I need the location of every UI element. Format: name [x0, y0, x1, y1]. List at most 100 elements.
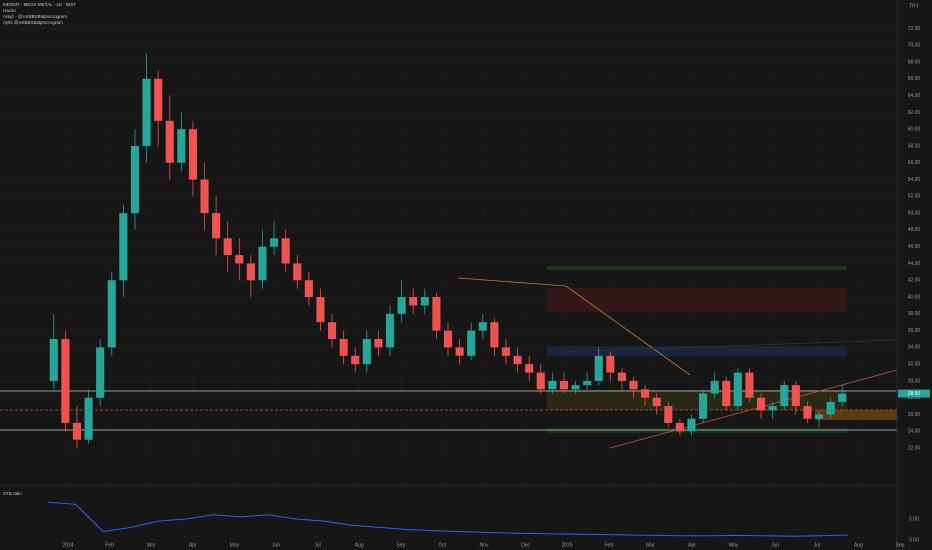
candle-body [710, 380, 719, 394]
y-tick-label: 34.00 [908, 345, 921, 351]
candle-body [409, 297, 418, 306]
candle-body [594, 355, 603, 381]
pane-title: STB ratio [3, 491, 22, 496]
symbol-title: MEGMT · MEGA METAL · 1D · BIST [3, 2, 76, 7]
candle-body [814, 414, 824, 419]
candle-body [223, 238, 232, 256]
trend-line [609, 369, 898, 449]
y-tick-label: 70.00 [908, 43, 921, 49]
candle-body [548, 380, 557, 390]
candle-body [455, 347, 464, 356]
zone [547, 390, 847, 410]
candle-body [119, 213, 128, 281]
candle-body [130, 146, 140, 214]
zone [547, 346, 847, 356]
y-tick-label: 44.00 [908, 261, 921, 267]
candle-body [374, 338, 383, 348]
candle-body [212, 213, 221, 239]
y-tick-label: 26.00 [908, 412, 921, 418]
y-tick-label: 40.00 [908, 294, 921, 300]
candle-body [838, 393, 847, 402]
candle-body [293, 263, 302, 281]
indicator-line [47, 501, 849, 537]
candle-body [826, 401, 835, 415]
candle-body [339, 338, 348, 356]
y-tick-label: 48.00 [908, 227, 921, 233]
y-tick-label: 54.00 [908, 177, 921, 183]
candle-body [687, 418, 696, 432]
candle-body [397, 297, 406, 314]
y-tick-label: 64.00 [908, 93, 921, 99]
candle-body [443, 330, 453, 348]
candle-body [699, 393, 708, 419]
x-tick-label: Aug [854, 542, 863, 548]
candle-body [304, 280, 313, 298]
legend-line: Aylık @AKBBSBalpmcrogram [3, 20, 63, 25]
x-tick-label: Dec [521, 542, 530, 548]
x-tick-label: Oct [439, 542, 447, 548]
currency: TRY [909, 3, 920, 9]
candle-body [351, 355, 360, 365]
y-tick-label: 36.00 [908, 328, 921, 334]
candle-body [780, 385, 789, 407]
x-tick-label: 2025 [562, 542, 573, 548]
candle-body [362, 338, 371, 365]
trend-line [559, 339, 898, 353]
candle-body [432, 297, 441, 331]
y-tick-label: 0.00 [909, 537, 919, 543]
candle-body [733, 372, 742, 407]
y-tick-label: 28.00 [908, 395, 921, 401]
y-tick-label: 72.00 [908, 26, 921, 32]
candle-body [270, 238, 279, 247]
x-tick-label: Jun [272, 542, 280, 548]
candle-body [652, 397, 661, 407]
x-tick-label: Mar [147, 542, 156, 548]
legend-line: Anlyz · @AKBBSBalpmcrogram [3, 14, 67, 19]
candle-body [72, 422, 82, 440]
candle-body [281, 238, 290, 264]
candle-body [629, 380, 638, 390]
trend-line [457, 277, 691, 376]
candle-body [107, 280, 116, 348]
last-price-label: 28.50 [908, 391, 921, 397]
candle-body [61, 338, 70, 423]
candles [49, 53, 847, 449]
y-tick-label: 68.00 [908, 59, 921, 65]
legend-line: Hacim [3, 8, 16, 13]
y-tick-label: 46.00 [908, 244, 921, 250]
candle-body [617, 372, 626, 381]
candle-body [745, 372, 754, 398]
y-tick-label: 5.00 [909, 516, 919, 522]
x-tick-label: Apr [688, 542, 696, 548]
y-tick-label: 38.00 [908, 311, 921, 317]
candle-body [154, 78, 163, 121]
candle-body [803, 406, 812, 419]
x-tick-label: Feb [105, 542, 114, 548]
candle-body [606, 355, 615, 373]
candle-body [664, 406, 673, 423]
candle-body [791, 385, 800, 407]
candle-body [525, 364, 534, 373]
candle-body [328, 322, 337, 339]
zone [547, 266, 847, 270]
candle-body [420, 297, 429, 306]
candle-body [641, 389, 650, 398]
last-price-box [898, 389, 930, 398]
candle-body [96, 347, 105, 398]
y-tick-label: 66.00 [908, 76, 921, 82]
candle-body [385, 313, 395, 348]
candle-body [478, 322, 487, 331]
candle-body [559, 380, 568, 390]
x-tick-label: Jul [814, 542, 820, 548]
candle-body [188, 129, 197, 180]
grid [0, 0, 900, 540]
y-tick-label: 58.00 [908, 143, 921, 149]
candle-body [722, 380, 731, 407]
y-tick-label: 30.00 [908, 378, 921, 384]
zone [547, 428, 847, 433]
candle-body [467, 330, 476, 356]
candle-body [200, 179, 209, 214]
candle-body [768, 406, 777, 411]
x-tick-label: Feb [604, 542, 613, 548]
candle-body [316, 297, 325, 323]
